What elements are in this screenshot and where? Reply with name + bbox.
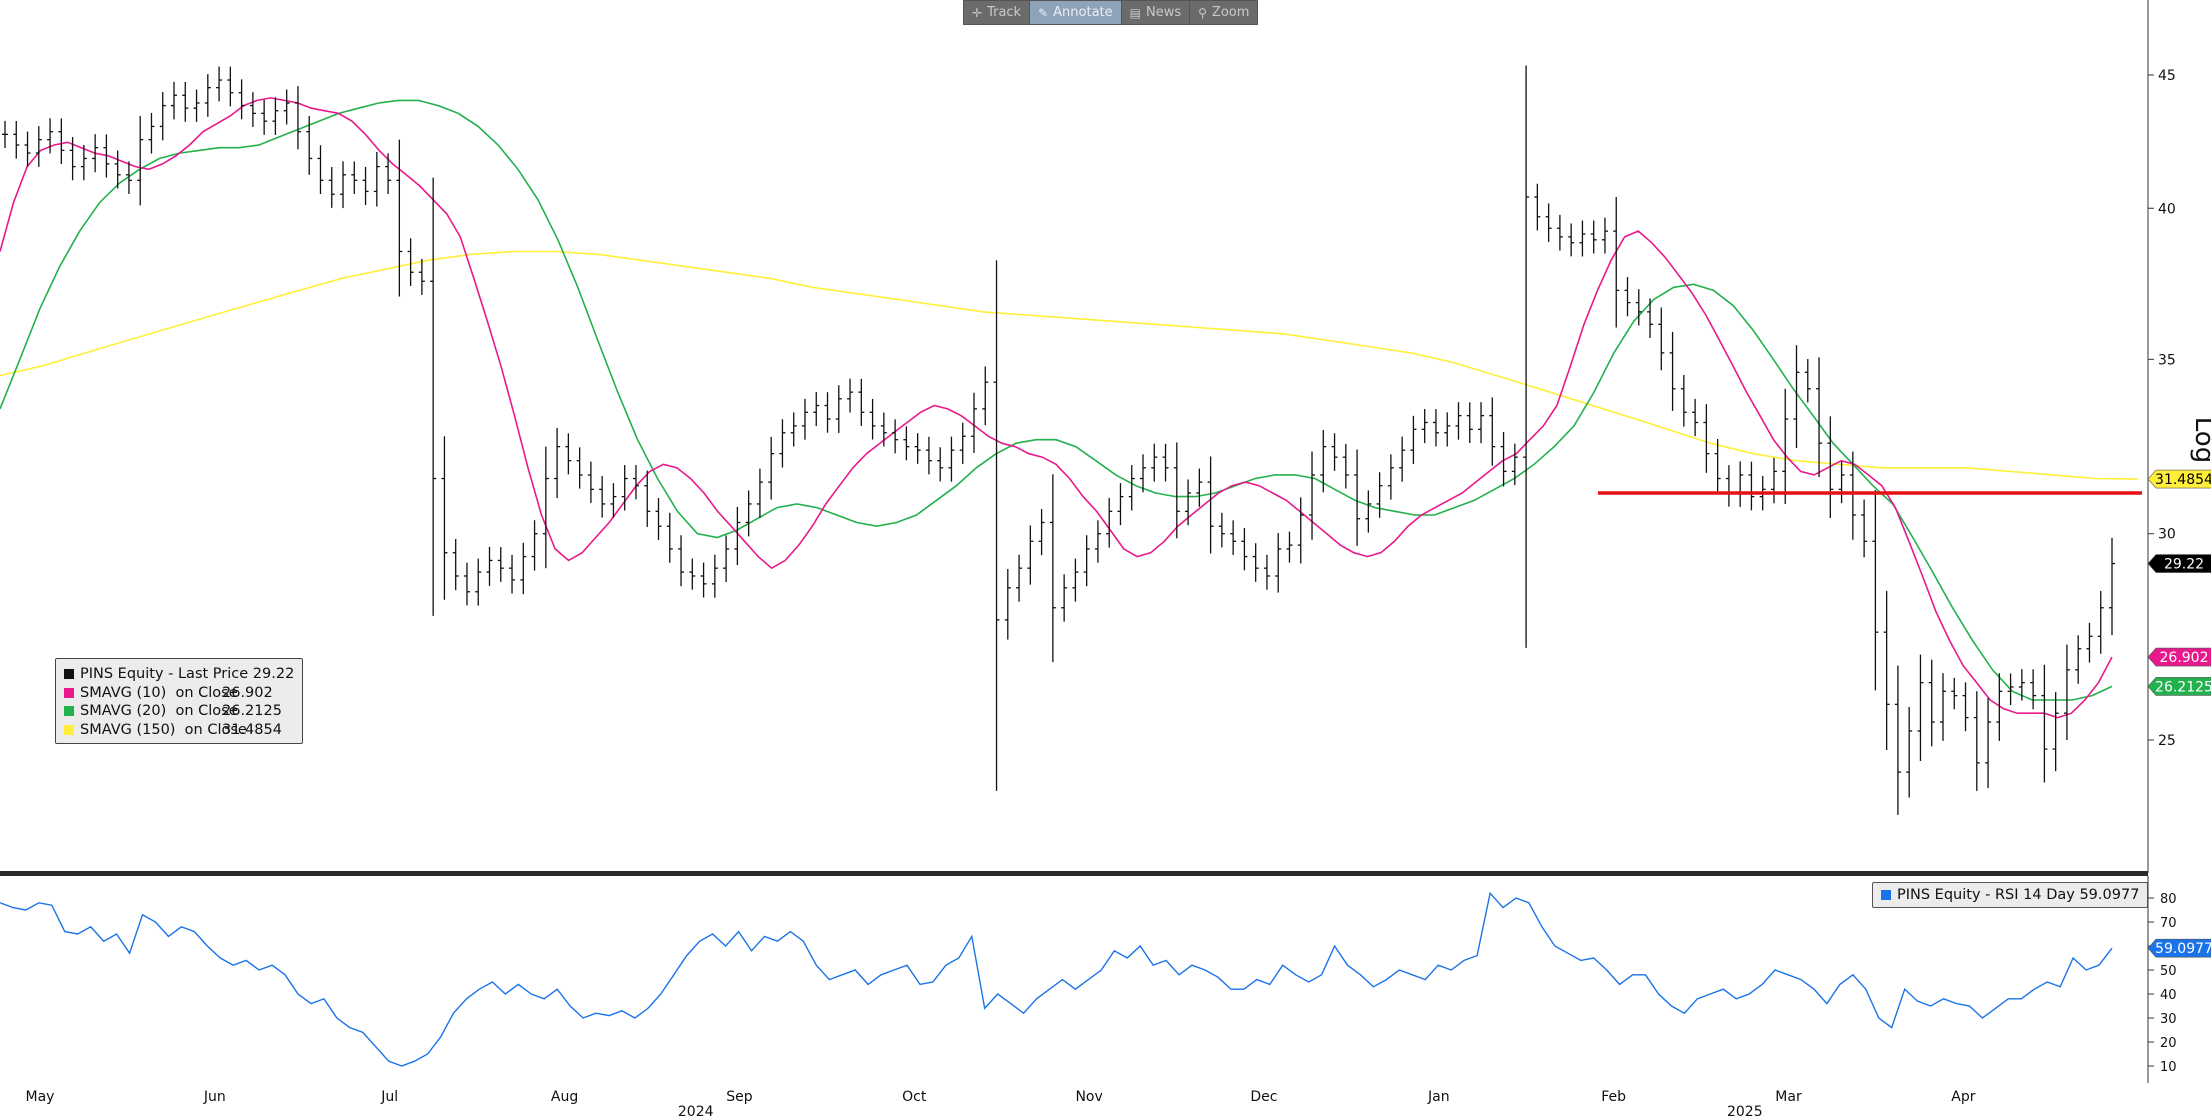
annotate-button[interactable]: ✎ Annotate <box>1030 1 1122 24</box>
sma10-series <box>0 97 2113 719</box>
scale-label[interactable]: Log <box>2189 417 2211 463</box>
rsi-tick-label: 20 <box>2160 1036 2177 1051</box>
rsi-value-badge-shape <box>2147 938 2211 958</box>
rsi-legend[interactable]: PINS Equity - RSI 14 Day 59.0977 <box>1872 882 2149 908</box>
price-badge-shape <box>2147 554 2211 573</box>
legend-value: 26.2125 <box>222 703 282 720</box>
price-badge-text: 29.22 <box>2164 557 2204 573</box>
price-badge: 26.902 <box>2147 647 2211 667</box>
price-badge-text: 26.2125 <box>2155 679 2211 695</box>
month-label: Jun <box>203 1089 226 1105</box>
month-label: Oct <box>902 1089 927 1105</box>
legend-swatch <box>64 706 74 717</box>
price-tick-label: 45 <box>2158 68 2176 84</box>
news-label: News <box>1145 5 1182 20</box>
month-label: Dec <box>1250 1089 1277 1105</box>
price-tick-label: 25 <box>2158 733 2176 749</box>
news-button[interactable]: ▤ News <box>1122 1 1191 24</box>
rsi-tick-label: 70 <box>2160 916 2177 931</box>
sma20-series <box>0 99 2113 701</box>
price-badge-text: 31.4854 <box>2155 472 2211 488</box>
legend-name: SMAVG (150) on Close <box>80 721 247 738</box>
price-badge: 29.22 <box>2147 554 2211 573</box>
price-bars <box>2 65 2115 815</box>
price-legend[interactable]: PINS Equity - Last Price 29.22 SMAVG (10… <box>55 658 304 744</box>
month-label: Feb <box>1601 1089 1626 1105</box>
price-badge: 31.4854 <box>2147 469 2211 489</box>
price-badge: 26.2125 <box>2147 677 2211 696</box>
legend-row: PINS Equity - Last Price 29.22 <box>64 665 294 684</box>
month-label: Jan <box>1427 1089 1450 1105</box>
price-badges: 31.4854 29.22 26.902 26.2125 <box>2147 469 2211 696</box>
rsi-tick-label: 30 <box>2160 1012 2177 1027</box>
legend-row: SMAVG (150) on Close 31.4854 <box>64 721 294 740</box>
rsi-line <box>0 891 2113 1067</box>
legend-value: 29.22 <box>252 666 295 683</box>
rsi-value-badge: 59.0977 <box>2147 938 2211 958</box>
rsi-series <box>0 891 2113 1067</box>
price-badge-shape <box>2147 647 2211 667</box>
zoom-button[interactable]: ⚲ Zoom <box>1190 1 1257 24</box>
month-label: May <box>26 1089 55 1105</box>
rsi-panel: 1020304050607080 59.0977 <box>0 876 2211 1083</box>
month-label: Apr <box>1951 1089 1975 1105</box>
chart-toolbar: ✛ Track ✎ Annotate ▤ News ⚲ Zoom <box>963 0 1259 25</box>
price-tick-label: 40 <box>2158 201 2176 217</box>
price-axis: 25 30 35 40 45 <box>2148 68 2176 749</box>
news-icon: ▤ <box>1129 5 1141 20</box>
zoom-label: Zoom <box>1211 5 1250 20</box>
sma150-line <box>0 250 2139 480</box>
rsi-value-badge-text: 59.0977 <box>2155 941 2211 957</box>
legend-value: 26.902 <box>222 684 273 701</box>
legend-swatch <box>1881 890 1891 900</box>
annotate-label: Annotate <box>1053 5 1113 20</box>
pencil-icon: ✎ <box>1038 5 1049 20</box>
rsi-legend-name: PINS Equity - RSI 14 Day <box>1897 887 2075 903</box>
track-button[interactable]: ✛ Track <box>964 1 1031 24</box>
rsi-tick-label: 10 <box>2160 1060 2177 1075</box>
sma150-series <box>0 250 2139 480</box>
magnifier-icon: ⚲ <box>1198 5 1207 20</box>
legend-swatch <box>64 687 74 698</box>
month-label: Nov <box>1075 1089 1102 1105</box>
rsi-badge: 59.0977 <box>2147 938 2211 958</box>
legend-name: PINS Equity - Last Price <box>80 666 249 683</box>
legend-value: 31.4854 <box>222 721 282 738</box>
legend-row: SMAVG (20) on Close 26.2125 <box>64 702 294 721</box>
rsi-tick-label: 40 <box>2160 988 2177 1003</box>
track-label: Track <box>987 5 1022 20</box>
rsi-axis: 1020304050607080 <box>2148 892 2177 1075</box>
rsi-legend-value: 59.0977 <box>2079 887 2140 903</box>
month-label: Mar <box>1775 1089 1802 1105</box>
legend-name: SMAVG (10) on Close <box>80 684 238 701</box>
year-label: 2024 <box>678 1104 714 1116</box>
price-badge-text: 26.902 <box>2160 650 2209 666</box>
legend-swatch <box>64 724 74 735</box>
price-tick-label: 30 <box>2158 527 2176 543</box>
month-label: Aug <box>551 1089 578 1105</box>
time-axis: May Jun Jul Aug Sep Oct Nov Dec Jan Feb Mar Apr 2024… <box>26 1089 1976 1116</box>
rsi-tick-label: 80 <box>2160 892 2177 907</box>
legend-row: SMAVG (10) on Close 26.902 <box>64 684 294 703</box>
panel-divider[interactable] <box>0 871 2148 876</box>
price-badge-shape <box>2147 469 2211 489</box>
sma10-line <box>0 97 2113 719</box>
year-label: 2025 <box>1727 1104 1763 1116</box>
sma20-line <box>0 99 2113 701</box>
rsi-tick-label: 50 <box>2160 964 2177 979</box>
crosshair-icon: ✛ <box>972 5 983 20</box>
month-label: Jul <box>380 1089 398 1105</box>
price-badge-shape <box>2147 677 2211 696</box>
price-tick-label: 35 <box>2158 352 2176 368</box>
legend-name: SMAVG (20) on Close <box>80 703 238 720</box>
legend-swatch <box>64 669 74 680</box>
month-label: Sep <box>726 1089 753 1105</box>
